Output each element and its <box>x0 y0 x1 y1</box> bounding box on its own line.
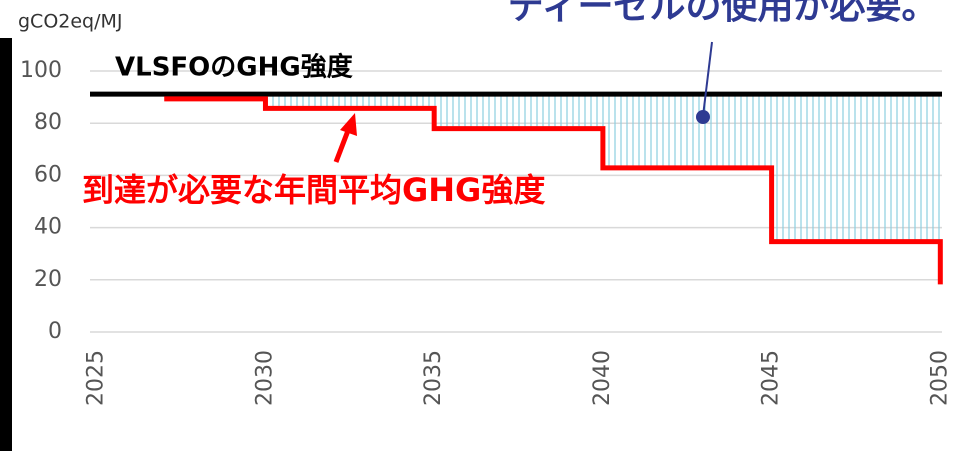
y-tick-label: 80 <box>34 110 62 135</box>
annotation: 到達が必要な年間平均GHG強度 <box>82 171 545 209</box>
y-tick-label: 0 <box>48 319 62 344</box>
line <box>164 96 943 285</box>
callout-dot <box>696 110 710 124</box>
x-tick-label: 2045 <box>759 350 784 406</box>
y-tick-label: 100 <box>20 58 62 83</box>
x-tick-label: 2050 <box>927 350 952 406</box>
annotation: VLSFOのGHG強度 <box>115 52 353 83</box>
x-tick-label: 2030 <box>252 350 277 406</box>
x-tick-label: 2035 <box>421 350 446 406</box>
x-tick-label: 2025 <box>84 350 109 406</box>
left-border <box>0 38 12 451</box>
y-axis-label: gCO2eq/MJ <box>18 11 123 33</box>
callout-line <box>702 41 713 117</box>
arrow-shaft <box>333 127 352 163</box>
y-tick-label: 60 <box>34 162 62 187</box>
gap-area <box>164 94 941 285</box>
y-tick-label: 20 <box>34 267 62 292</box>
arrow-head <box>340 113 357 136</box>
y-tick-label: 40 <box>34 215 62 240</box>
x-tick-label: 2040 <box>590 350 615 406</box>
annotation: ディーゼルの使用が必要。 <box>508 0 937 27</box>
